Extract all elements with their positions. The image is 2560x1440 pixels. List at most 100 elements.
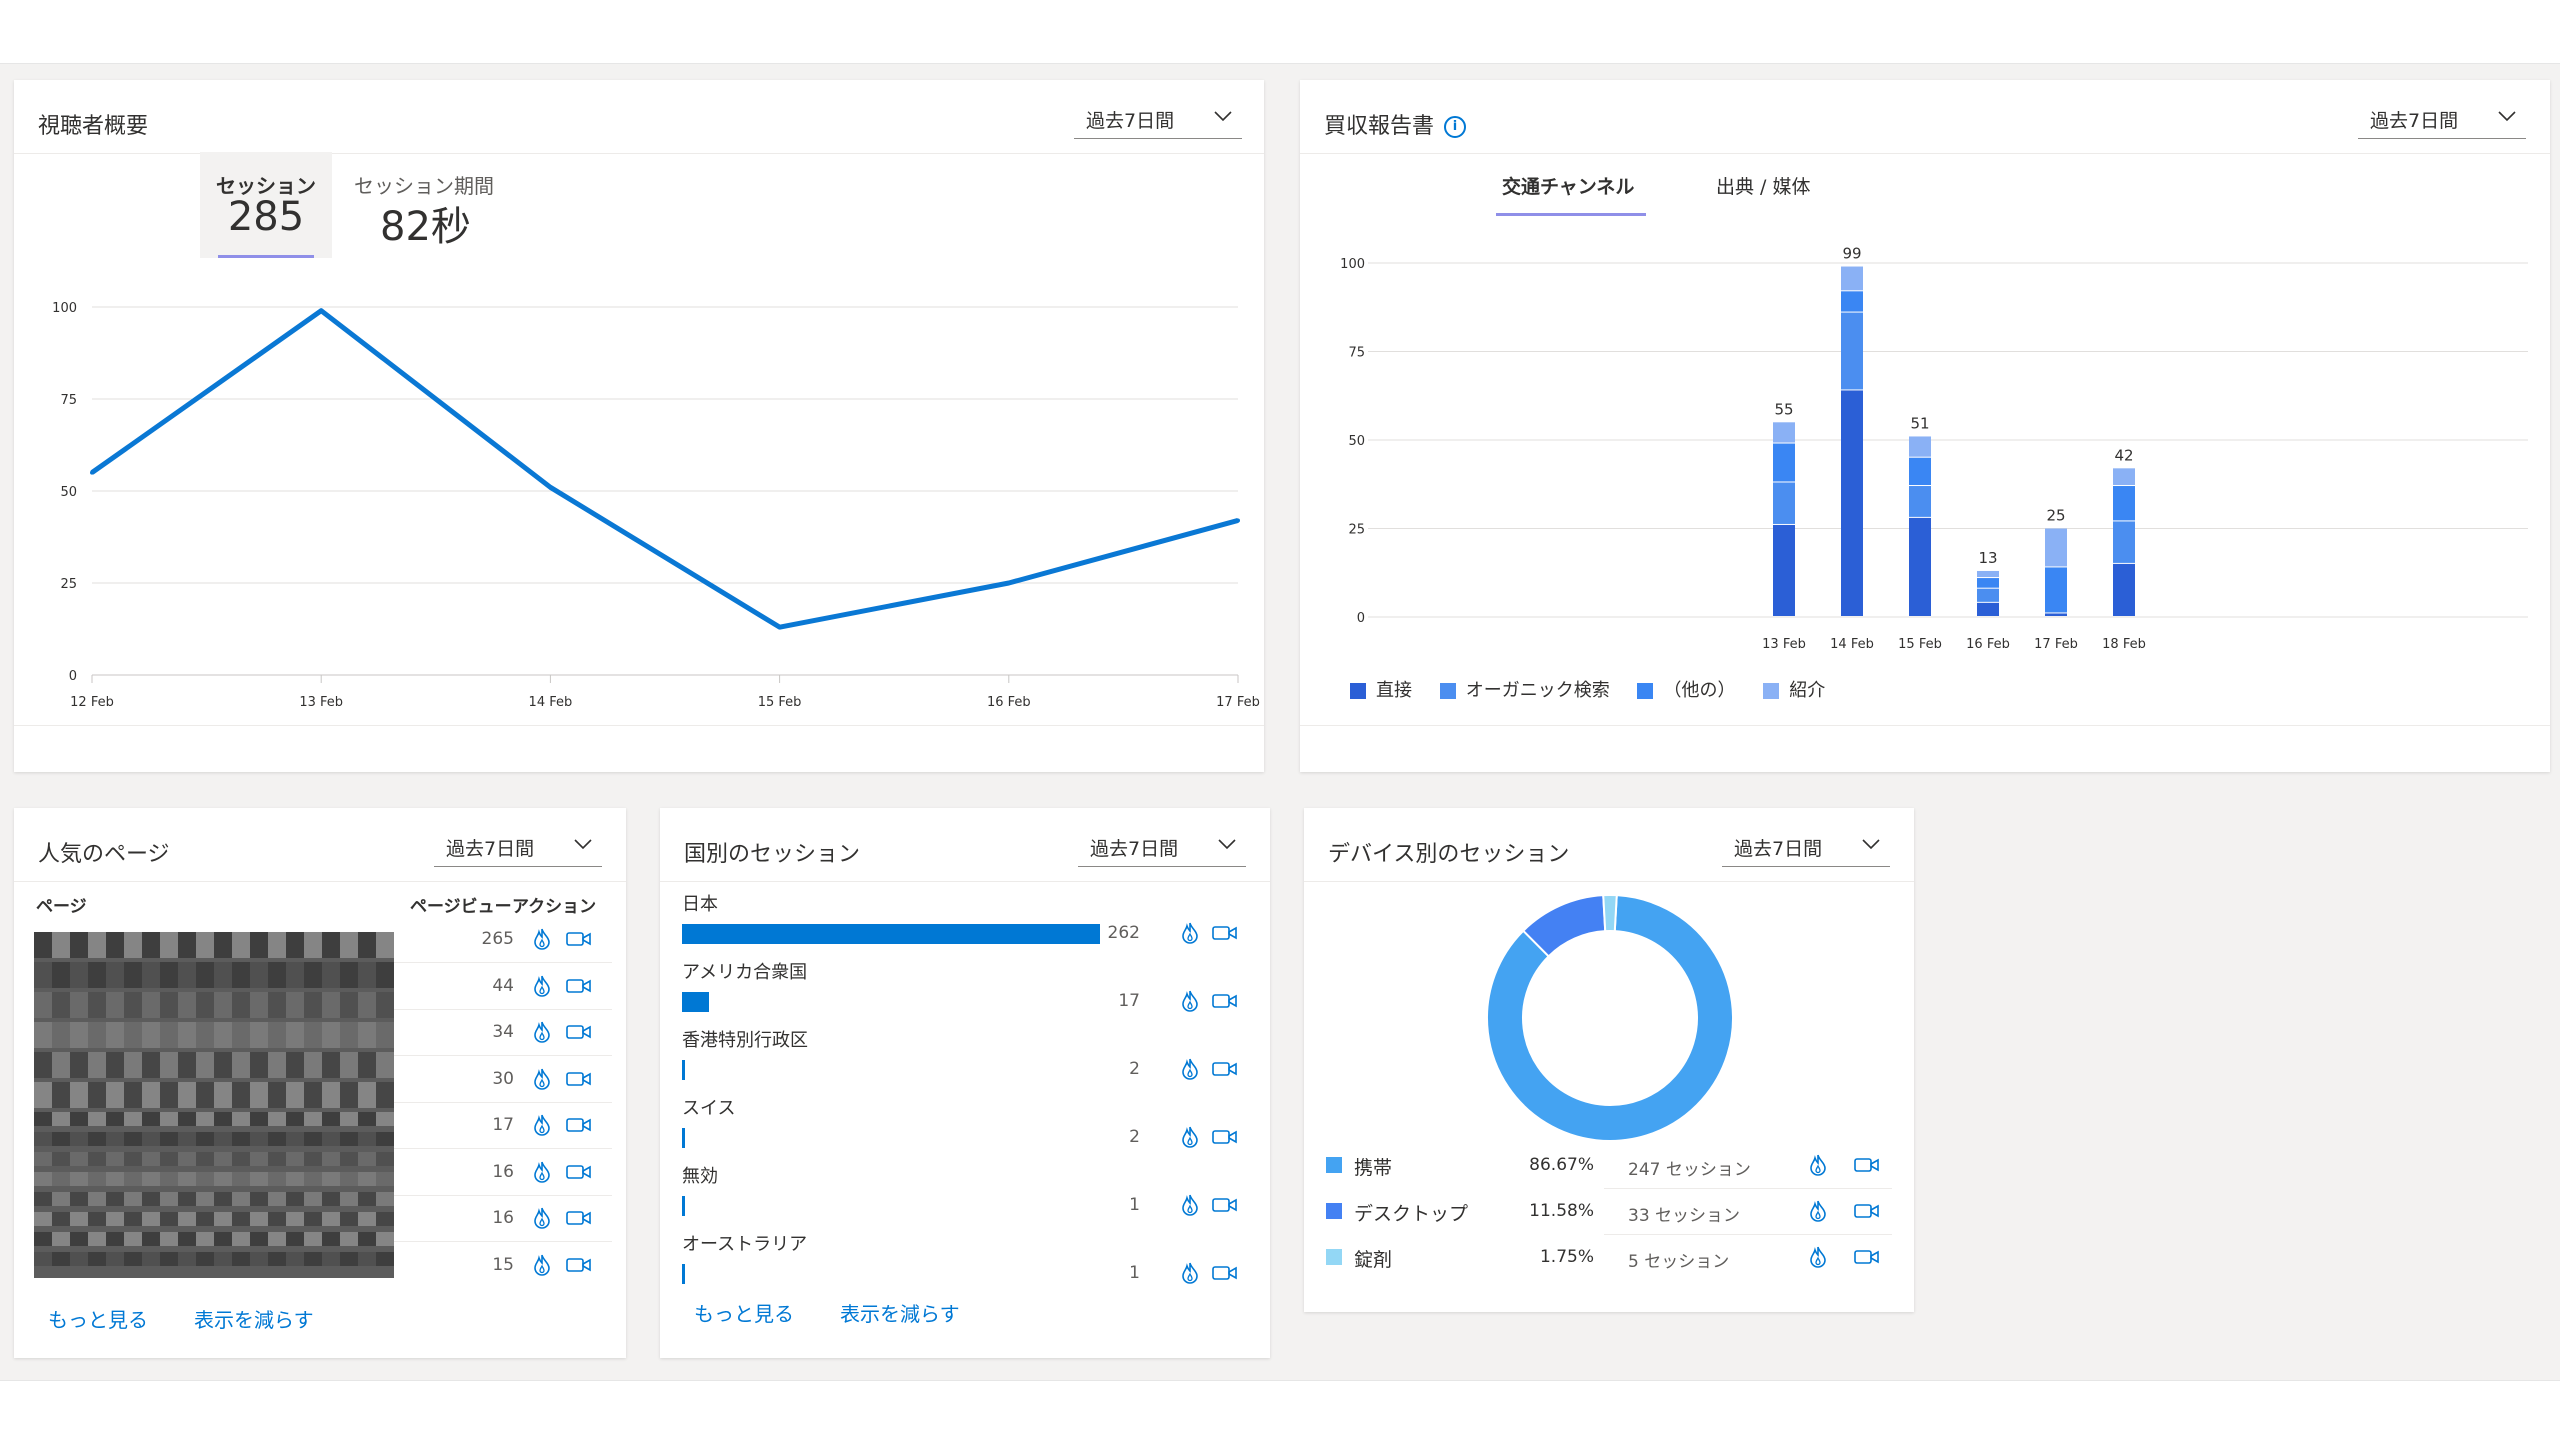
session-recording-icon[interactable] [1212,1129,1238,1149]
redaction-block [52,1252,70,1266]
redaction-block [268,932,286,958]
redaction-block [196,1252,214,1266]
legend-item-other[interactable]: （他の） [1637,680,1735,701]
pageview-count: 30 [492,1068,514,1089]
metric-tab-sessions[interactable]: セッション 285 [200,152,332,258]
heatmap-icon[interactable] [532,1254,552,1280]
redaction-block [142,962,160,988]
redaction-block [34,1152,52,1166]
redaction-block [142,1192,160,1206]
tab-source-medium[interactable]: 出典 / 媒体 [1710,166,1840,216]
show-more-link[interactable]: もっと見る [694,1302,794,1326]
session-recording-icon[interactable] [1212,1061,1238,1081]
data-point [319,308,324,313]
divider [14,153,1264,154]
session-recording-icon[interactable] [1854,1249,1880,1269]
session-recording-icon[interactable] [566,931,592,951]
session-recording-icon[interactable] [566,978,592,998]
session-recording-icon[interactable] [1212,1265,1238,1285]
divider [1304,881,1914,882]
legend-item-referral[interactable]: 紹介 [1763,680,1825,701]
donut-slice [1486,894,1734,1142]
redaction-block [178,962,196,988]
acquisition-report-card: 買収報告書 i 過去7日間 交通チャンネル 出典 / 媒体 0 25 50 75 100 5… [1300,80,2550,772]
redaction-block [88,1192,106,1206]
legend-label: オーガニック検索 [1465,680,1610,701]
legend-item-direct[interactable]: 直接 [1350,680,1412,701]
metric-tab-duration[interactable]: セッション期間 82秒 [354,152,514,258]
heatmap-icon[interactable] [532,975,552,1001]
redaction-block [70,1152,88,1166]
bar-segment [1841,291,1863,312]
legend-item-organic[interactable]: オーガニック検索 [1439,680,1610,701]
session-recording-icon[interactable] [566,1210,592,1230]
redaction-block [304,1232,322,1246]
heatmap-icon[interactable] [1808,1246,1828,1272]
heatmap-icon[interactable] [1180,1126,1200,1152]
redaction-block [106,1192,124,1206]
session-recording-icon[interactable] [1212,993,1238,1013]
session-recording-icon[interactable] [566,1024,592,1044]
heatmap-icon[interactable] [1808,1154,1828,1180]
date-range-dropdown[interactable]: 過去7日間 [1074,96,1242,139]
redaction-block [178,1152,196,1166]
session-recording-icon[interactable] [566,1071,592,1091]
chevron-down-icon [2498,111,2516,122]
date-range-dropdown[interactable]: 過去7日間 [1078,824,1246,867]
redaction-block [34,992,52,1018]
redaction-block [34,1232,52,1246]
heatmap-icon[interactable] [532,1068,552,1094]
tab-traffic-channel[interactable]: 交通チャンネル [1496,166,1646,216]
date-range-dropdown[interactable]: 過去7日間 [2358,96,2526,139]
session-recording-icon[interactable] [566,1257,592,1277]
redaction-block [286,1152,304,1166]
redaction-block [142,1132,160,1146]
bar-total-label: 13 [1978,549,1997,567]
info-icon[interactable]: i [1444,116,1467,138]
heatmap-icon[interactable] [1180,1262,1200,1288]
date-range-dropdown[interactable]: 過去7日間 [1722,824,1890,867]
redaction-block [178,1052,196,1078]
redaction-block [376,1192,394,1206]
heatmap-icon[interactable] [532,1161,552,1187]
redaction-block [322,1022,340,1048]
heatmap-icon[interactable] [1180,1194,1200,1220]
session-recording-icon[interactable] [1212,925,1238,945]
heatmap-icon[interactable] [532,1114,552,1140]
heatmap-icon[interactable] [532,1207,552,1233]
heatmap-icon[interactable] [1180,922,1200,948]
row-divider [394,1241,612,1242]
redaction-block [70,992,88,1018]
show-less-link[interactable]: 表示を減らす [840,1302,960,1326]
show-more-link[interactable]: もっと見る [48,1308,148,1332]
heatmap-icon[interactable] [532,1021,552,1047]
show-less-link[interactable]: 表示を減らす [194,1308,314,1332]
redaction-block [70,1252,88,1266]
redaction-block [142,1022,160,1048]
device-name: 携帯 [1354,1157,1393,1179]
redaction-block [178,992,196,1018]
redaction-block [196,1152,214,1166]
x-tick-label: 16 Feb [987,695,1031,710]
redaction-block [376,1152,394,1166]
heatmap-icon[interactable] [1808,1200,1828,1226]
heatmap-icon[interactable] [532,928,552,954]
redaction-block [88,1252,106,1266]
heatmap-icon[interactable] [1180,990,1200,1016]
redaction-block [250,1192,268,1206]
country-name: 香港特別行政区 [682,1030,808,1051]
redaction-block [304,1052,322,1078]
date-range-dropdown[interactable]: 過去7日間 [434,824,602,867]
session-recording-icon[interactable] [1854,1203,1880,1223]
redaction-block [178,1132,196,1146]
session-recording-icon[interactable] [1854,1157,1880,1177]
heatmap-icon[interactable] [1180,1058,1200,1084]
redaction-block [340,932,358,958]
session-recording-icon[interactable] [1212,1197,1238,1217]
redaction-block [214,1152,232,1166]
session-recording-icon[interactable] [566,1164,592,1184]
data-point [548,485,553,490]
session-count: 17 [1118,991,1140,1011]
session-recording-icon[interactable] [566,1117,592,1137]
redaction-block [286,1112,304,1126]
